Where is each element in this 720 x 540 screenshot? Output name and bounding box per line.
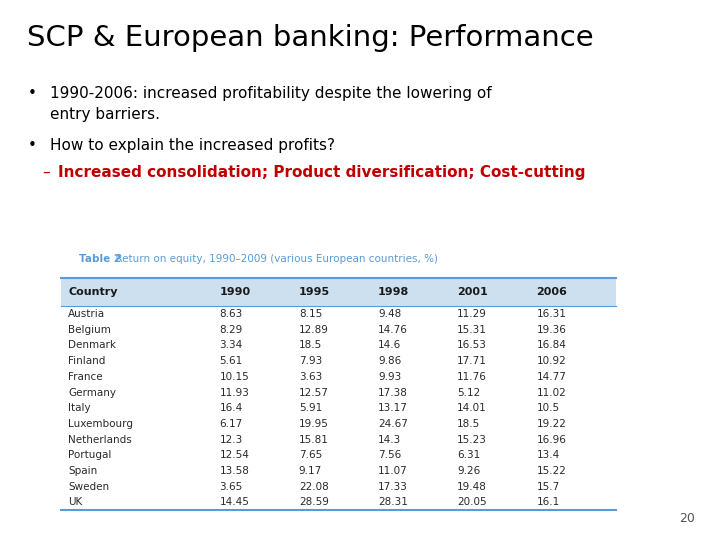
Text: 19.22: 19.22 — [536, 419, 566, 429]
Text: 11.76: 11.76 — [457, 372, 487, 382]
Text: 13.17: 13.17 — [378, 403, 408, 413]
Text: 20.05: 20.05 — [457, 497, 487, 508]
Text: France: France — [68, 372, 103, 382]
Text: 12.54: 12.54 — [220, 450, 249, 460]
Text: 9.26: 9.26 — [457, 466, 480, 476]
Text: 14.01: 14.01 — [457, 403, 487, 413]
Text: 1998: 1998 — [378, 287, 409, 297]
Text: 6.31: 6.31 — [457, 450, 480, 460]
Text: 12.57: 12.57 — [299, 388, 328, 397]
Text: 2006: 2006 — [536, 287, 567, 297]
Text: 7.93: 7.93 — [299, 356, 322, 366]
Text: 19.36: 19.36 — [536, 325, 566, 335]
Text: 13.58: 13.58 — [220, 466, 249, 476]
Text: Return on equity, 1990–2009 (various European countries, %): Return on equity, 1990–2009 (various Eur… — [109, 253, 438, 264]
Text: 2001: 2001 — [457, 287, 488, 297]
Text: Italy: Italy — [68, 403, 91, 413]
Text: 10.15: 10.15 — [220, 372, 249, 382]
Text: 18.5: 18.5 — [299, 340, 322, 350]
Text: 11.07: 11.07 — [378, 466, 408, 476]
Text: Sweden: Sweden — [68, 482, 109, 492]
Text: Luxembourg: Luxembourg — [68, 419, 133, 429]
Text: 15.23: 15.23 — [457, 435, 487, 444]
Text: –: – — [42, 165, 50, 180]
Text: UK: UK — [68, 497, 83, 508]
Text: 14.3: 14.3 — [378, 435, 401, 444]
Text: 20: 20 — [679, 512, 695, 525]
Text: 7.65: 7.65 — [299, 450, 322, 460]
Text: Country: Country — [68, 287, 118, 297]
Text: 16.31: 16.31 — [536, 309, 566, 319]
Text: How to explain the increased profits?: How to explain the increased profits? — [50, 138, 336, 153]
Text: 11.93: 11.93 — [220, 388, 249, 397]
Text: 14.76: 14.76 — [378, 325, 408, 335]
Text: 19.48: 19.48 — [457, 482, 487, 492]
Text: 15.22: 15.22 — [536, 466, 566, 476]
Text: 11.29: 11.29 — [457, 309, 487, 319]
Text: 15.31: 15.31 — [457, 325, 487, 335]
Text: 13.4: 13.4 — [536, 450, 559, 460]
Text: 14.77: 14.77 — [536, 372, 566, 382]
Text: 17.33: 17.33 — [378, 482, 408, 492]
Text: 9.93: 9.93 — [378, 372, 401, 382]
Text: 3.65: 3.65 — [220, 482, 243, 492]
Text: 9.48: 9.48 — [378, 309, 401, 319]
Text: 11.02: 11.02 — [536, 388, 566, 397]
Text: Netherlands: Netherlands — [68, 435, 132, 444]
Text: 28.31: 28.31 — [378, 497, 408, 508]
Text: •: • — [27, 138, 36, 153]
Text: 12.89: 12.89 — [299, 325, 328, 335]
Text: •: • — [27, 86, 36, 102]
Text: 5.12: 5.12 — [457, 388, 480, 397]
Text: 16.53: 16.53 — [457, 340, 487, 350]
Text: 9.17: 9.17 — [299, 466, 322, 476]
Text: 10.5: 10.5 — [536, 403, 559, 413]
Text: 8.29: 8.29 — [220, 325, 243, 335]
Text: 6.17: 6.17 — [220, 419, 243, 429]
Text: 16.84: 16.84 — [536, 340, 566, 350]
Text: 16.4: 16.4 — [220, 403, 243, 413]
Text: 10.92: 10.92 — [536, 356, 566, 366]
Text: 8.15: 8.15 — [299, 309, 322, 319]
Text: Table 2: Table 2 — [79, 253, 122, 264]
Text: 1990: 1990 — [220, 287, 251, 297]
Text: Germany: Germany — [68, 388, 117, 397]
Text: 7.56: 7.56 — [378, 450, 401, 460]
Text: 15.7: 15.7 — [536, 482, 559, 492]
Text: 16.96: 16.96 — [536, 435, 566, 444]
Text: 5.91: 5.91 — [299, 403, 322, 413]
Text: 12.3: 12.3 — [220, 435, 243, 444]
Text: 8.63: 8.63 — [220, 309, 243, 319]
Text: 22.08: 22.08 — [299, 482, 328, 492]
Text: 9.86: 9.86 — [378, 356, 401, 366]
Text: 1995: 1995 — [299, 287, 330, 297]
Text: 1990-2006: increased profitability despite the lowering of
entry barriers.: 1990-2006: increased profitability despi… — [50, 86, 492, 123]
Text: Portugal: Portugal — [68, 450, 112, 460]
Text: Denmark: Denmark — [68, 340, 117, 350]
Text: 15.81: 15.81 — [299, 435, 328, 444]
Text: Austria: Austria — [68, 309, 106, 319]
Text: 3.34: 3.34 — [220, 340, 243, 350]
Text: 3.63: 3.63 — [299, 372, 322, 382]
Text: 18.5: 18.5 — [457, 419, 480, 429]
Text: 16.1: 16.1 — [536, 497, 559, 508]
Text: Spain: Spain — [68, 466, 98, 476]
Text: Belgium: Belgium — [68, 325, 112, 335]
Text: 28.59: 28.59 — [299, 497, 328, 508]
Text: Increased consolidation; Product diversification; Cost-cutting: Increased consolidation; Product diversi… — [58, 165, 585, 180]
Text: 14.6: 14.6 — [378, 340, 401, 350]
Text: SCP & European banking: Performance: SCP & European banking: Performance — [27, 24, 594, 52]
Text: Finland: Finland — [68, 356, 106, 366]
Text: 24.67: 24.67 — [378, 419, 408, 429]
Text: 14.45: 14.45 — [220, 497, 249, 508]
Text: 17.38: 17.38 — [378, 388, 408, 397]
Text: 19.95: 19.95 — [299, 419, 328, 429]
Text: 5.61: 5.61 — [220, 356, 243, 366]
Text: 17.71: 17.71 — [457, 356, 487, 366]
